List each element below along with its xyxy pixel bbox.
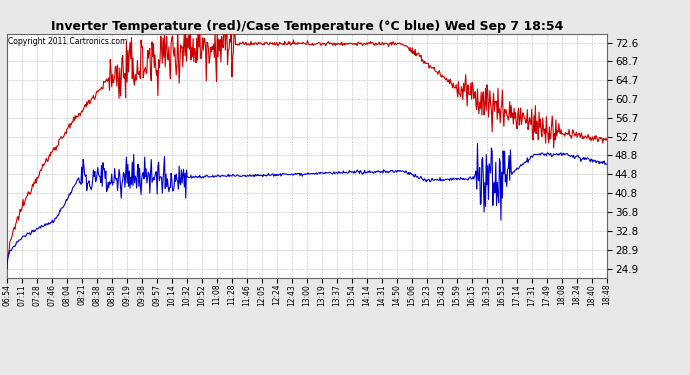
Title: Inverter Temperature (red)/Case Temperature (°C blue) Wed Sep 7 18:54: Inverter Temperature (red)/Case Temperat…: [51, 20, 563, 33]
Text: Copyright 2011 Cartronics.com: Copyright 2011 Cartronics.com: [8, 38, 128, 46]
